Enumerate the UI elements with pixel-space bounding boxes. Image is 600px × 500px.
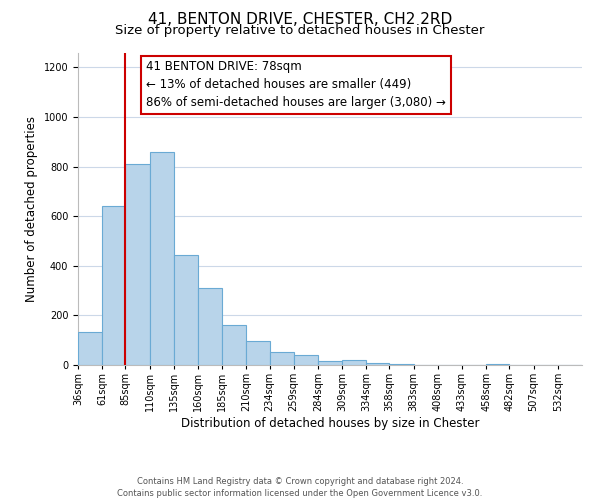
Bar	[247, 342, 269, 365]
Bar	[125, 164, 149, 365]
Bar	[318, 362, 342, 365]
Bar	[366, 362, 389, 365]
Bar	[78, 332, 102, 365]
Text: Contains HM Land Registry data © Crown copyright and database right 2024.
Contai: Contains HM Land Registry data © Crown c…	[118, 476, 482, 498]
Bar	[222, 326, 247, 365]
Text: Size of property relative to detached houses in Chester: Size of property relative to detached ho…	[115, 24, 485, 37]
Bar	[294, 354, 318, 365]
Bar	[486, 364, 509, 365]
Bar	[149, 152, 174, 365]
Bar	[389, 364, 413, 365]
Y-axis label: Number of detached properties: Number of detached properties	[25, 116, 38, 302]
Text: 41, BENTON DRIVE, CHESTER, CH2 2RD: 41, BENTON DRIVE, CHESTER, CH2 2RD	[148, 12, 452, 28]
Bar	[102, 206, 125, 365]
Bar	[342, 360, 366, 365]
Bar	[269, 352, 294, 365]
Bar	[174, 254, 198, 365]
Bar	[198, 288, 222, 365]
Text: 41 BENTON DRIVE: 78sqm
← 13% of detached houses are smaller (449)
86% of semi-de: 41 BENTON DRIVE: 78sqm ← 13% of detached…	[146, 60, 446, 110]
X-axis label: Distribution of detached houses by size in Chester: Distribution of detached houses by size …	[181, 417, 479, 430]
